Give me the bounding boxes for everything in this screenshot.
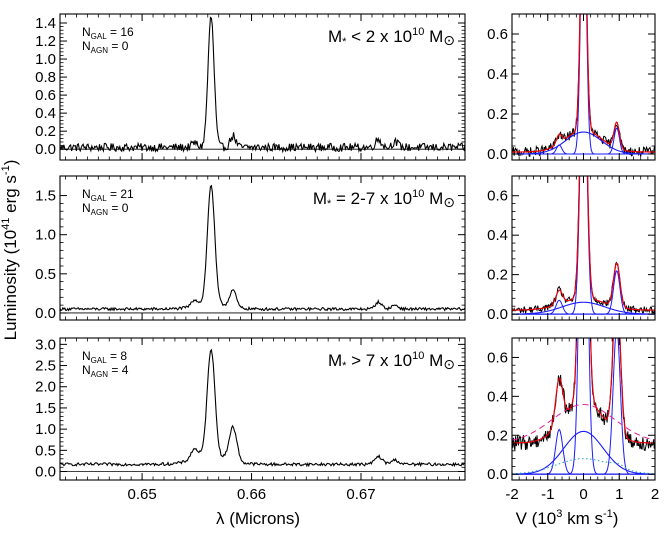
broad-component — [512, 131, 655, 155]
y-tick-label: 0.4 — [487, 388, 508, 405]
y-tick-label: 0.0 — [35, 464, 56, 481]
ngal-annotation: NGAL = 21 — [82, 187, 134, 203]
broad-component — [512, 430, 655, 475]
panel-right-middle: 0.0 0.2 0.4 0.6 — [487, 175, 656, 323]
mass-annotation: M* < 2 x 1010 M⊙ — [328, 26, 455, 48]
dotted-component — [512, 458, 655, 475]
y-tick-label: 0.5 — [35, 442, 56, 459]
fit-line — [512, 338, 655, 444]
nagn-annotation: NAGN = 0 — [82, 201, 129, 217]
y-axis-label: Luminosity (1041 erg s-1) — [0, 160, 20, 341]
narrow-component-0 — [512, 14, 655, 155]
y-tick-label: 0.4 — [487, 227, 508, 244]
narrow-component-1 — [512, 338, 655, 475]
y-tick-label: 0.0 — [487, 146, 508, 163]
x-tick-label: -2 — [505, 486, 518, 503]
x-tick-label: 0.67 — [346, 486, 375, 503]
y-tick-label: 2.5 — [35, 358, 56, 375]
ngal-annotation: NGAL = 16 — [82, 25, 134, 41]
y-tick-label: 0.0 — [35, 141, 56, 158]
y-tick-label: 1.5 — [35, 400, 56, 417]
y-tick-label: 0.6 — [487, 26, 508, 43]
y-tick-label: 1.0 — [35, 51, 56, 68]
y-tick-label: 1.2 — [35, 33, 56, 50]
x-tick-label: 0.65 — [127, 486, 156, 503]
y-tick-label: 0.4 — [35, 105, 56, 122]
panel-right-bottom: 0.0 0.2 0.4 0.6 -2 -1 0 1 2 — [487, 337, 659, 503]
narrow-component-2 — [512, 428, 655, 475]
mass-annotation: M* = 2-7 x 1010 M⊙ — [313, 188, 455, 210]
y-tick-label: 0.0 — [487, 466, 508, 483]
y-tick-label: 0.2 — [487, 427, 508, 444]
x-tick-label: 2 — [651, 486, 659, 503]
panel-right-top: 0.0 0.2 0.4 0.6 — [487, 13, 656, 163]
y-tick-label: 0.6 — [35, 87, 56, 104]
fit-line — [512, 176, 655, 311]
y-tick-label: 0.6 — [487, 188, 508, 205]
y-tick-label: 2.0 — [35, 379, 56, 396]
broad-component — [512, 301, 655, 315]
x-tick-label: 1 — [615, 486, 623, 503]
y-tick-label: 1.0 — [35, 421, 56, 438]
y-tick-label: 0.2 — [35, 123, 56, 140]
spectrum-line — [60, 348, 465, 468]
y-tick-label: 1.0 — [35, 227, 56, 244]
spectrum-line — [60, 16, 465, 154]
x-tick-label: 0.66 — [237, 486, 266, 503]
x-tick-label: 0 — [579, 486, 587, 503]
y-tick-label: 0.2 — [487, 106, 508, 123]
y-tick-label: 0.5 — [35, 266, 56, 283]
plot-area — [60, 184, 465, 314]
y-tick-label: 0.2 — [487, 267, 508, 284]
plot-area — [60, 348, 465, 472]
dashed-component — [512, 404, 655, 441]
y-tick-label: 0.4 — [487, 66, 508, 83]
x-tick-label: -1 — [541, 486, 554, 503]
y-tick-label: 0.8 — [35, 69, 56, 86]
x-axis-label-left: λ (Microns) — [216, 509, 300, 528]
axes-frame — [511, 13, 656, 161]
y-tick-label: 1.5 — [35, 188, 56, 205]
y-tick-label: 0.0 — [35, 305, 56, 322]
y-tick-label: 0.0 — [487, 306, 508, 323]
mass-annotation: M* > 7 x 1010 M⊙ — [328, 350, 455, 372]
y-tick-label: 0.6 — [487, 349, 508, 366]
nagn-annotation: NAGN = 4 — [82, 363, 129, 379]
plot-area — [60, 16, 465, 154]
panel-left-bottom: 0.0 0.5 1.0 1.5 2.0 2.5 3.0 0.65 0.66 0.67 NGAL = … — [35, 336, 466, 503]
plot-area — [512, 14, 655, 158]
velocity-data-line — [512, 176, 655, 315]
velocity-data-line — [512, 338, 655, 452]
y-tick-label: 3.0 — [35, 336, 56, 353]
x-axis-label-right: V (103 km s-1) — [516, 508, 619, 528]
fit-line — [512, 14, 655, 153]
plot-area — [512, 176, 655, 315]
velocity-data-line — [512, 14, 655, 158]
spectrum-line — [60, 184, 465, 312]
axes-frame — [511, 175, 656, 321]
y-tick-label: 1.4 — [35, 15, 56, 32]
ngal-annotation: NGAL = 8 — [82, 349, 127, 365]
nagn-annotation: NAGN = 0 — [82, 39, 129, 55]
plot-area — [512, 338, 655, 475]
